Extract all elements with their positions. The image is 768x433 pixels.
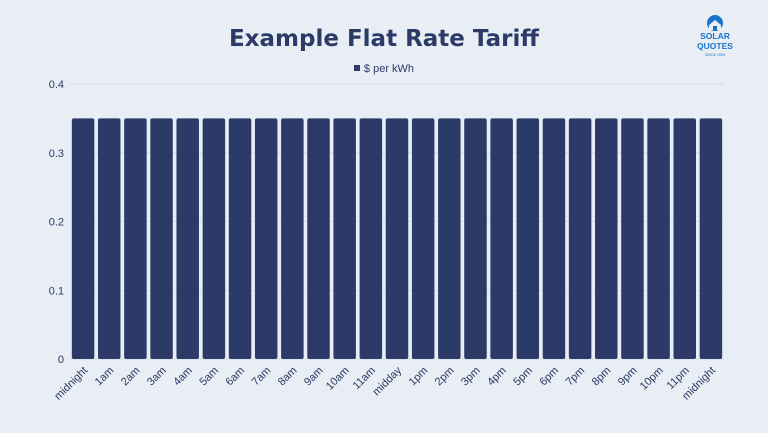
- logo-line-2: QUOTES: [697, 41, 733, 51]
- x-tick-label: 8am: [276, 365, 300, 389]
- x-tick-label: 10am: [324, 365, 352, 393]
- x-tick-label: 3pm: [459, 365, 483, 389]
- x-tick-label: midday: [371, 364, 405, 398]
- x-tick-label: 4am: [171, 365, 195, 389]
- x-tick-label: 4pm: [485, 365, 509, 389]
- x-tick-label: 9pm: [616, 365, 640, 389]
- x-tick-label: 5pm: [511, 365, 535, 389]
- bar: [71, 118, 95, 359]
- y-tick-label: 0: [58, 354, 64, 366]
- y-tick-label: 0.1: [49, 285, 64, 297]
- solarquotes-logo: SOLAR QUOTES SINCE 2009: [694, 12, 736, 62]
- bar: [176, 118, 199, 359]
- bar: [281, 118, 304, 359]
- x-tick-label: 10pm: [638, 365, 666, 393]
- bar: [124, 118, 147, 359]
- bar: [542, 118, 566, 359]
- x-tick-label: 7pm: [564, 365, 588, 389]
- bar: [150, 118, 173, 359]
- x-tick-label: 5am: [197, 365, 221, 389]
- bar: [516, 118, 540, 359]
- x-tick-label: 7am: [250, 365, 274, 389]
- bar: [568, 118, 592, 359]
- bar: [385, 118, 409, 359]
- bar: [228, 118, 252, 359]
- x-tick-label: 2pm: [433, 365, 457, 389]
- x-tick-label: 3am: [145, 365, 169, 389]
- bar: [97, 118, 121, 359]
- x-tick-label: 2am: [119, 365, 143, 389]
- bar: [673, 118, 697, 359]
- y-axis-ticks: 0 0.1 0.2 0.3 0.4: [49, 79, 64, 366]
- bar: [333, 118, 356, 359]
- bar: [595, 118, 618, 359]
- x-tick-label: 1pm: [407, 365, 431, 389]
- bars: [71, 118, 723, 359]
- x-tick-label: 9am: [302, 365, 326, 389]
- bar: [411, 118, 435, 359]
- chart-title: Example Flat Rate Tariff: [228, 26, 540, 52]
- bar: [490, 118, 513, 359]
- bar: [647, 118, 670, 359]
- x-tick-label: 1am: [93, 365, 117, 389]
- legend-swatch: [353, 65, 360, 71]
- legend-label: $ per kWh: [363, 63, 415, 75]
- x-tick-label: midnight: [52, 365, 90, 403]
- y-tick-label: 0.2: [49, 217, 64, 229]
- bar: [254, 118, 278, 359]
- x-tick-label: 8pm: [590, 365, 614, 389]
- bar: [359, 118, 383, 359]
- bar: [202, 118, 226, 359]
- logo-line-1: SOLAR: [700, 31, 730, 41]
- sun-house-icon: [707, 15, 723, 31]
- bar: [621, 118, 644, 359]
- bar: [464, 118, 487, 359]
- bar: [438, 118, 461, 359]
- logo-tagline: SINCE 2009: [705, 53, 725, 57]
- chart-legend: $ per kWh: [0, 63, 768, 75]
- bar: [699, 118, 723, 359]
- x-tick-label: 6pm: [537, 365, 561, 389]
- y-tick-label: 0.3: [49, 148, 64, 160]
- x-tick-label: 6am: [224, 365, 248, 389]
- bar: [307, 118, 330, 359]
- y-tick-label: 0.4: [49, 79, 64, 91]
